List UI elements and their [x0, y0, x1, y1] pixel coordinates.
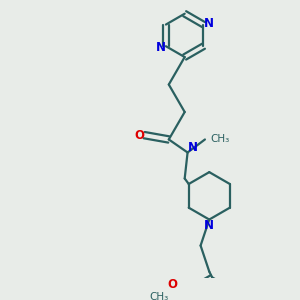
Text: CH₃: CH₃ [210, 134, 230, 144]
Text: CH₃: CH₃ [149, 292, 169, 300]
Text: N: N [204, 17, 214, 30]
Text: N: N [204, 219, 214, 232]
Text: O: O [167, 278, 177, 291]
Text: N: N [156, 40, 166, 54]
Text: O: O [134, 129, 144, 142]
Text: N: N [188, 141, 198, 154]
